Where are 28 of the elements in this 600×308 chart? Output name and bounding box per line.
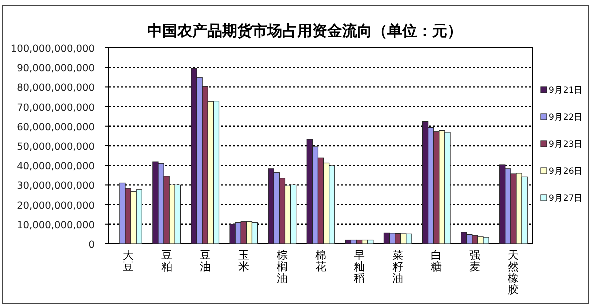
x-tick-label: 玉米: [238, 249, 250, 274]
y-tick-label: 40,000,000,000: [17, 162, 95, 173]
y-tick-label: 50,000,000,000: [17, 142, 95, 153]
x-tick-label: 大豆: [122, 249, 134, 274]
x-tick-label: 豆粕: [161, 249, 172, 274]
y-tick-label: 100,000,000,000: [10, 44, 95, 55]
x-tick-label: 早籼稻: [354, 249, 366, 285]
x-tick-label: 棉花: [316, 249, 326, 274]
x-tick-label: 强麦: [470, 249, 481, 274]
y-tick-label: 0: [88, 240, 95, 251]
y-tick-label: 60,000,000,000: [17, 122, 95, 134]
legend-label: 9月23日: [549, 140, 584, 150]
x-tick-label: 棕榈油: [276, 249, 288, 285]
y-tick-label: 20,000,000,000: [17, 200, 95, 212]
legend-label: 9月21日: [549, 86, 584, 96]
y-tick-label: 10,000,000,000: [17, 220, 95, 232]
y-tick-label: 90,000,000,000: [17, 64, 95, 75]
y-tick-label: 80,000,000,000: [17, 83, 95, 94]
legend-label: 9月22日: [549, 113, 584, 123]
x-tick-label: 菜籽油: [392, 249, 404, 285]
chart-title: 中国农产品期货市场占用资金流向（单位：元）: [148, 22, 462, 40]
legend-label: 9月27日: [549, 194, 584, 204]
x-tick-label: 天然橡胶: [508, 249, 520, 296]
x-tick-label: 白糖: [431, 249, 442, 274]
x-tick-label: 豆油: [200, 249, 211, 274]
y-tick-label: 30,000,000,000: [17, 181, 95, 192]
legend-label: 9月26日: [549, 167, 584, 177]
y-tick-label: 70,000,000,000: [17, 102, 95, 114]
